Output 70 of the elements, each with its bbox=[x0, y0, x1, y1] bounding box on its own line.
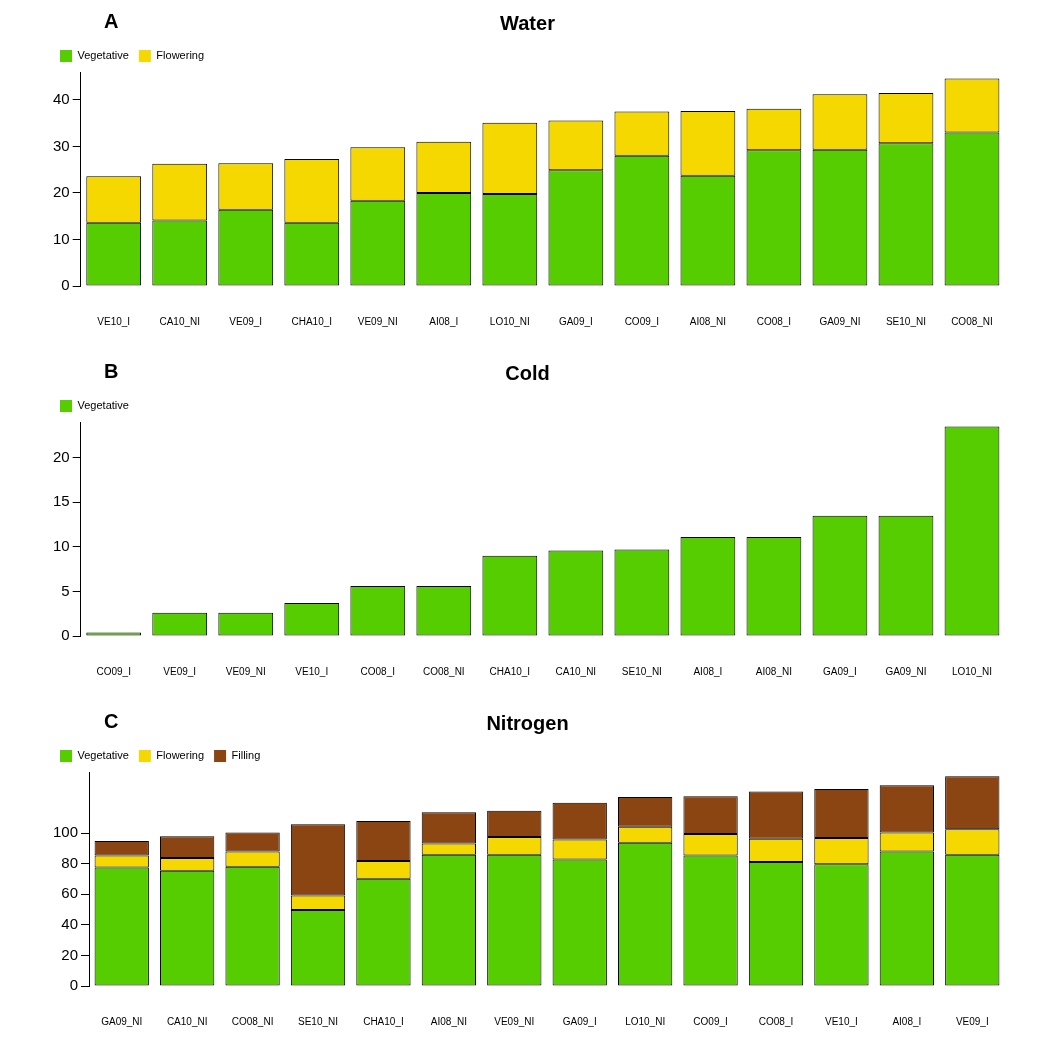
x-tick-label: GA09_I bbox=[562, 1015, 597, 1027]
y-tick-label: 15 bbox=[53, 492, 70, 510]
x-tick-label: CO09_I bbox=[693, 1015, 728, 1027]
x-tick-label: CA10_NI bbox=[555, 665, 597, 677]
x-tick-label: VE10_I bbox=[97, 315, 131, 327]
x-tick-label: VE09_NI bbox=[357, 315, 398, 327]
legend-label: Vegetative bbox=[77, 49, 129, 62]
x-tick-label: VE09_I bbox=[229, 315, 263, 327]
x-tick-label: VE09_I bbox=[955, 1015, 989, 1027]
x-tick-label: CHA10_I bbox=[489, 665, 531, 677]
x-tick-label: VE10_I bbox=[825, 1015, 858, 1027]
x-tick-label: GA09_NI bbox=[819, 315, 861, 327]
y-tick-label: 10 bbox=[53, 536, 70, 554]
y-tick-label: 0 bbox=[69, 976, 79, 994]
x-tick-label: GA09_I bbox=[558, 315, 593, 327]
x-tick-label: CHA10_I bbox=[363, 1015, 404, 1027]
x-tick-label: CO08_NI bbox=[422, 665, 465, 677]
x-tick-label: CO08_I bbox=[756, 315, 792, 327]
y-tick-label: 40 bbox=[53, 90, 70, 108]
x-tick-label: VE10_I bbox=[295, 665, 329, 677]
y-tick-label: 20 bbox=[53, 447, 70, 465]
y-tick-label: 0 bbox=[61, 626, 70, 644]
legend-label: Vegetative bbox=[77, 399, 129, 412]
x-tick-label: CO09_I bbox=[624, 315, 660, 327]
x-tick-label: GA09_NI bbox=[885, 665, 927, 677]
x-tick-label: AI08_NI bbox=[755, 665, 792, 677]
legend-label: Flowering bbox=[156, 749, 205, 762]
text: C bbox=[104, 709, 119, 732]
x-tick-label: AI08_I bbox=[892, 1015, 922, 1027]
y-tick-label: 0 bbox=[61, 276, 70, 294]
x-tick-label: CO08_NI bbox=[951, 315, 993, 327]
x-tick-label: CA10_NI bbox=[159, 315, 201, 327]
y-tick-label: 20 bbox=[53, 183, 70, 201]
x-tick-label: VE09_I bbox=[163, 665, 197, 677]
chart-title: Nitrogen bbox=[486, 711, 569, 734]
x-tick-label: AI08_I bbox=[693, 665, 723, 677]
y-tick-label: 100 bbox=[53, 823, 79, 841]
x-tick-label: SE10_NI bbox=[621, 665, 662, 677]
y-tick-label: 40 bbox=[61, 915, 79, 932]
x-tick-label: VE09_NI bbox=[225, 665, 266, 677]
x-tick-label: LO10_NI bbox=[489, 315, 530, 327]
x-tick-label: SE10_NI bbox=[885, 315, 926, 327]
x-tick-label: AI08_NI bbox=[430, 1015, 467, 1027]
y-tick-label: 30 bbox=[53, 136, 70, 154]
x-tick-label: AI08_I bbox=[429, 315, 459, 327]
x-tick-label: CA10_NI bbox=[166, 1015, 208, 1027]
y-tick-label: 60 bbox=[61, 884, 79, 902]
x-tick-label: GA09_I bbox=[822, 665, 857, 677]
y-tick-label: 20 bbox=[61, 945, 79, 963]
chart-title: Cold bbox=[505, 361, 550, 384]
x-tick-label: VE09_NI bbox=[494, 1015, 535, 1027]
text: B bbox=[104, 359, 119, 382]
y-tick-label: 80 bbox=[61, 853, 79, 871]
x-tick-label: AI08_NI bbox=[689, 315, 726, 327]
x-tick-label: CO08_I bbox=[360, 665, 396, 677]
x-tick-label: SE10_NI bbox=[298, 1015, 339, 1027]
x-tick-label: GA09_NI bbox=[101, 1015, 143, 1027]
legend-label: Flowering bbox=[156, 49, 205, 62]
x-tick-label: CO08_I bbox=[758, 1015, 794, 1027]
x-tick-label: CO09_I bbox=[96, 665, 131, 677]
x-tick-label: CHA10_I bbox=[291, 315, 333, 327]
x-tick-label: LO10_NI bbox=[951, 665, 992, 677]
y-tick-label: 10 bbox=[53, 229, 70, 247]
y-tick-label: 5 bbox=[61, 581, 70, 599]
legend-label: Filling bbox=[231, 749, 261, 762]
chart-title: Water bbox=[500, 11, 556, 34]
text: A bbox=[104, 9, 119, 32]
legend-label: Vegetative bbox=[77, 749, 129, 762]
x-tick-label: LO10_NI bbox=[625, 1015, 666, 1027]
x-tick-label: CO08_NI bbox=[231, 1015, 274, 1027]
